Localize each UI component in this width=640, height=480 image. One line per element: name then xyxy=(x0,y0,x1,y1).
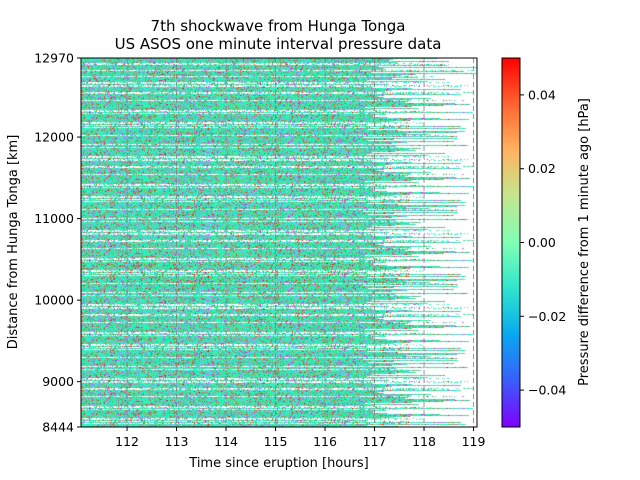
colorbar-tick-label: 0.00 xyxy=(528,235,556,250)
x-tick-label: 119 xyxy=(462,434,486,449)
y-axis-ticks: 8444 9000 10000 11000 12000 12970 xyxy=(34,51,81,435)
heatmap-area xyxy=(81,58,477,427)
y-tick-label: 12970 xyxy=(34,51,74,66)
x-tick-label: 118 xyxy=(412,434,436,449)
x-tick-label: 117 xyxy=(363,434,387,449)
colorbar-tick-label: 0.04 xyxy=(528,87,556,102)
plot-frame xyxy=(80,57,478,428)
colorbar-tick-label: 0.02 xyxy=(528,161,556,176)
colorbar-label: Pressure difference from 1 minute ago [h… xyxy=(577,98,592,386)
x-tick-label: 115 xyxy=(264,434,288,449)
heatmap-raster xyxy=(81,58,477,427)
y-axis-label: Distance from Hunga Tonga [km] xyxy=(6,135,21,350)
x-axis-label: Time since eruption [hours] xyxy=(188,456,368,471)
colorbar-ticks: 0.04 0.02 0.00 −0.02 −0.04 xyxy=(520,87,566,398)
x-tick-label: 113 xyxy=(165,434,189,449)
chart-title: 7th shockwave from Hunga Tonga xyxy=(151,17,406,35)
x-tick-label: 114 xyxy=(214,434,238,449)
chart-subtitle: US ASOS one minute interval pressure dat… xyxy=(115,35,442,53)
y-tick-label: 8444 xyxy=(42,420,74,435)
y-tick-label: 11000 xyxy=(34,211,74,226)
y-tick-label: 12000 xyxy=(34,130,74,145)
y-tick-label: 9000 xyxy=(42,374,74,389)
colorbar-tick-label: −0.04 xyxy=(528,383,566,398)
colorbar-tick-label: −0.02 xyxy=(528,309,566,324)
x-axis-ticks: 112 113 114 115 116 117 118 119 xyxy=(115,427,486,449)
dashed-hour-lines xyxy=(126,58,475,427)
colorbar xyxy=(501,57,521,428)
x-tick-label: 112 xyxy=(115,434,139,449)
x-tick-label: 116 xyxy=(313,434,337,449)
y-tick-label: 10000 xyxy=(34,293,74,308)
